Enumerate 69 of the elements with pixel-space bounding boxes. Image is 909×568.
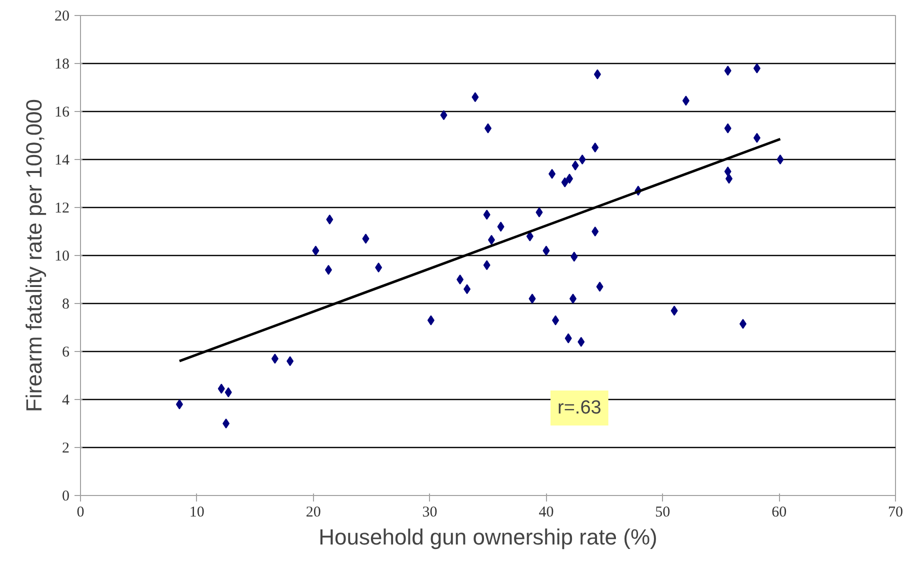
x-axis-title: Household gun ownership rate (%)	[318, 524, 658, 550]
point	[548, 168, 556, 179]
point	[552, 315, 560, 326]
point	[224, 387, 232, 398]
point	[324, 264, 332, 275]
point	[218, 384, 225, 394]
point	[528, 294, 536, 304]
point	[222, 418, 230, 428]
x-tick-label: 70	[888, 504, 903, 520]
x-tick-label: 30	[422, 504, 438, 520]
point	[536, 207, 543, 218]
y-tick-label: 18	[54, 56, 70, 72]
point	[592, 142, 599, 152]
point	[472, 92, 479, 102]
y-axis-title: Firearm fatality rate per 100,000	[22, 98, 46, 412]
x-tick-label: 10	[189, 504, 204, 520]
point	[312, 246, 320, 256]
point	[440, 110, 448, 120]
point	[569, 294, 576, 304]
x-tick-label: 40	[538, 504, 554, 520]
y-tick-label: 8	[62, 296, 70, 312]
point	[572, 160, 579, 170]
point	[724, 66, 732, 76]
point	[739, 318, 746, 329]
point	[375, 262, 382, 272]
point	[596, 282, 604, 292]
point	[724, 166, 732, 176]
y-tick-label: 16	[54, 104, 70, 120]
point	[488, 234, 495, 245]
point	[483, 210, 490, 220]
point	[464, 284, 471, 294]
point	[564, 333, 572, 344]
point	[483, 260, 490, 270]
y-tick-label: 20	[54, 8, 70, 24]
point	[526, 231, 534, 242]
point	[726, 174, 733, 184]
point	[578, 154, 586, 164]
point	[592, 226, 599, 236]
point	[570, 252, 578, 262]
point	[542, 246, 550, 256]
point	[176, 399, 183, 410]
point	[271, 354, 278, 364]
point	[682, 96, 690, 106]
point	[753, 132, 760, 143]
point	[286, 356, 294, 366]
point	[456, 274, 464, 284]
point	[578, 336, 585, 347]
point	[362, 234, 370, 244]
x-tick-label: 0	[76, 504, 84, 520]
y-tick-label: 2	[62, 440, 70, 456]
y-tick-label: 6	[62, 344, 70, 360]
y-tick-label: 12	[54, 200, 70, 216]
x-tick-label: 50	[655, 504, 670, 520]
y-tick-label: 10	[54, 248, 70, 264]
point	[326, 214, 334, 224]
point	[497, 222, 504, 232]
y-tick-label: 14	[54, 152, 70, 168]
y-tick-label: 4	[62, 392, 70, 408]
y-tick-label: 0	[62, 488, 70, 504]
point	[776, 154, 784, 164]
point	[561, 177, 568, 188]
point	[724, 123, 732, 134]
x-tick-label: 20	[306, 504, 321, 520]
point	[753, 63, 760, 74]
point	[670, 306, 678, 316]
point	[594, 69, 601, 80]
point	[427, 315, 434, 326]
x-tick-label: 60	[772, 504, 787, 520]
annotation: r=.63	[558, 398, 602, 418]
